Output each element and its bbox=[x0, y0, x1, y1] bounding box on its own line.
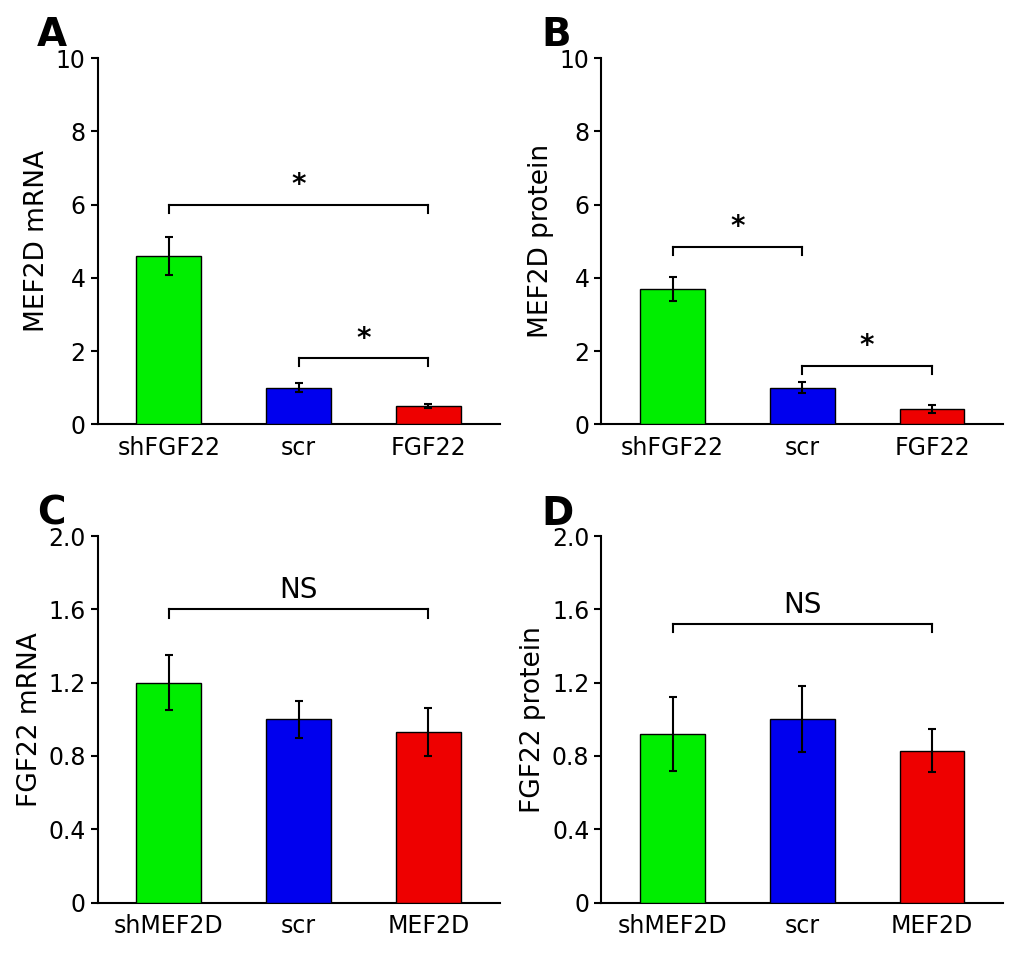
Bar bbox=[137, 683, 201, 902]
Bar bbox=[640, 288, 704, 424]
Text: A: A bbox=[37, 16, 67, 54]
Text: NS: NS bbox=[783, 590, 820, 619]
Text: B: B bbox=[540, 16, 570, 54]
Bar bbox=[395, 732, 461, 902]
Bar bbox=[640, 734, 704, 902]
Bar bbox=[266, 719, 330, 902]
Text: C: C bbox=[37, 495, 65, 533]
Bar bbox=[395, 406, 461, 424]
Bar bbox=[137, 256, 201, 424]
Y-axis label: FGF22 protein: FGF22 protein bbox=[520, 626, 546, 813]
Text: D: D bbox=[540, 495, 573, 533]
Text: *: * bbox=[291, 171, 306, 199]
Text: *: * bbox=[859, 332, 873, 360]
Bar bbox=[899, 409, 964, 424]
Text: NS: NS bbox=[279, 576, 318, 604]
Bar bbox=[266, 388, 330, 424]
Y-axis label: MEF2D protein: MEF2D protein bbox=[528, 144, 553, 338]
Text: *: * bbox=[730, 213, 744, 242]
Bar bbox=[769, 388, 834, 424]
Y-axis label: FGF22 mRNA: FGF22 mRNA bbox=[16, 632, 43, 807]
Bar bbox=[899, 751, 964, 902]
Text: *: * bbox=[356, 325, 370, 353]
Bar bbox=[769, 719, 834, 902]
Y-axis label: MEF2D mRNA: MEF2D mRNA bbox=[24, 150, 50, 332]
